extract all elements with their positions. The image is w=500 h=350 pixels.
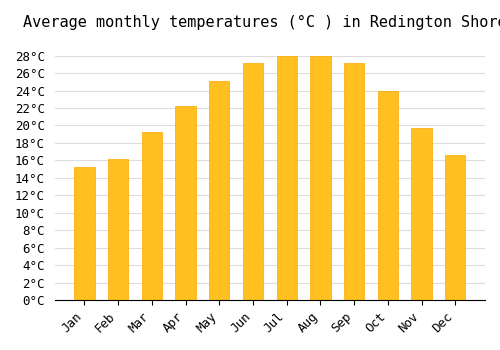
Bar — [74, 167, 94, 300]
Bar — [378, 91, 398, 300]
Bar — [176, 106, 196, 300]
Bar — [344, 63, 364, 300]
Bar — [142, 132, 162, 300]
Bar — [310, 56, 330, 300]
Bar — [243, 63, 263, 300]
Bar — [209, 81, 230, 300]
Bar — [108, 159, 128, 300]
Bar — [276, 56, 297, 300]
Bar — [412, 128, 432, 300]
Bar — [445, 155, 466, 300]
Title: Average monthly temperatures (°C ) in Redington Shores: Average monthly temperatures (°C ) in Re… — [24, 15, 500, 30]
